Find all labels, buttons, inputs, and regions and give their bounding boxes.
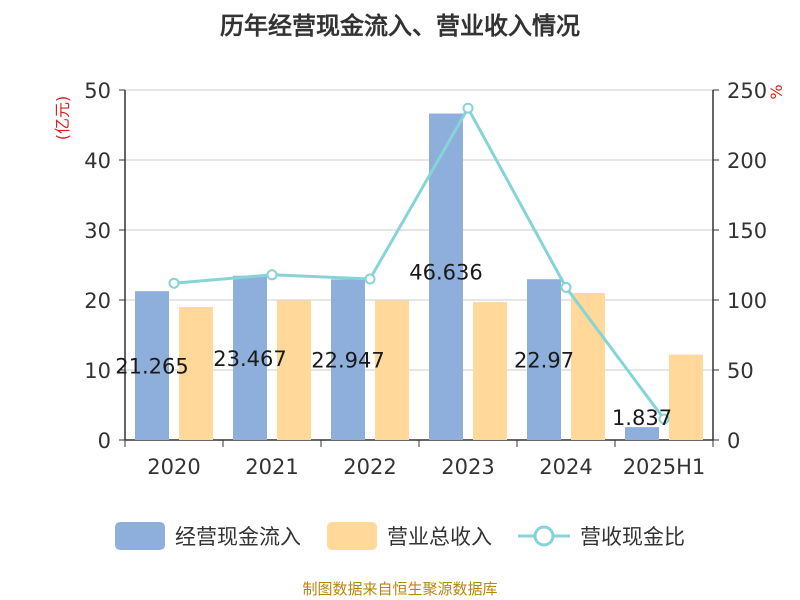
x-tick-label: 2023 xyxy=(441,455,494,479)
point-cash-ratio xyxy=(266,269,278,281)
legend-swatch-cash-inflow xyxy=(115,522,165,550)
data-label-cash-inflow: 46.636 xyxy=(409,261,482,285)
chart-legend: 经营现金流入 营业总收入 营收现金比 xyxy=(0,516,800,556)
y-left-tick-label: 40 xyxy=(84,149,111,173)
legend-item-cash-inflow[interactable]: 经营现金流入 xyxy=(115,521,301,551)
y-right-axis-label: % xyxy=(767,84,786,99)
y-right-tick-label: 50 xyxy=(727,359,754,383)
x-tick-label: 2022 xyxy=(343,455,396,479)
y-left-tick-label: 30 xyxy=(84,219,111,243)
chart-title: 历年经营现金流入、营业收入情况 xyxy=(220,12,580,40)
y-left-tick-label: 10 xyxy=(84,359,111,383)
bar-cash-inflow xyxy=(527,279,561,440)
data-label-cash-inflow: 21.265 xyxy=(115,355,188,379)
legend-label-revenue: 营业总收入 xyxy=(387,525,492,549)
bar-cash-inflow xyxy=(233,275,267,440)
data-source-note: 制图数据来自恒生聚源数据库 xyxy=(302,580,498,598)
bar-revenue xyxy=(375,300,409,440)
bar-cash-inflow xyxy=(625,427,659,440)
bar-cash-inflow xyxy=(135,291,169,440)
point-cash-ratio xyxy=(462,102,474,114)
legend-item-revenue[interactable]: 营业总收入 xyxy=(327,521,492,551)
x-tick-label: 2025H1 xyxy=(623,455,706,479)
y-left-tick-label: 50 xyxy=(84,79,111,103)
y-right-tick-label: 100 xyxy=(727,289,767,313)
y-right-tick-label: 200 xyxy=(727,149,767,173)
legend-swatch-cash-ratio xyxy=(518,525,570,547)
legend-swatch-revenue xyxy=(327,522,377,550)
data-label-cash-inflow: 1.837 xyxy=(612,406,672,430)
y-right-tick-label: 0 xyxy=(727,429,740,453)
point-cash-ratio xyxy=(168,277,180,289)
y-right-tick-label: 150 xyxy=(727,219,767,243)
y-right-tick-label: 250 xyxy=(727,79,767,103)
point-cash-ratio xyxy=(560,281,572,293)
x-tick-label: 2024 xyxy=(539,455,592,479)
bar-cash-inflow xyxy=(331,279,365,440)
y-left-tick-label: 20 xyxy=(84,289,111,313)
bar-revenue xyxy=(669,354,703,440)
bar-revenue xyxy=(473,302,507,440)
point-cash-ratio xyxy=(658,413,670,425)
y-left-tick-label: 0 xyxy=(98,429,111,453)
legend-label-cash-ratio: 营收现金比 xyxy=(580,525,685,549)
line-cash-ratio xyxy=(173,105,666,420)
legend-item-cash-ratio[interactable]: 营收现金比 xyxy=(518,521,685,551)
data-label-cash-inflow: 22.947 xyxy=(311,349,384,373)
x-tick-label: 2021 xyxy=(245,455,298,479)
x-tick-label: 2020 xyxy=(147,455,200,479)
data-label-cash-inflow: 23.467 xyxy=(213,347,286,371)
data-label-cash-inflow: 22.97 xyxy=(514,349,574,373)
legend-label-cash-inflow: 经营现金流入 xyxy=(175,525,301,549)
point-cash-ratio xyxy=(364,273,376,285)
y-left-axis-label: (亿元) xyxy=(53,96,72,141)
bar-revenue xyxy=(277,300,311,440)
bar-revenue xyxy=(179,307,213,440)
